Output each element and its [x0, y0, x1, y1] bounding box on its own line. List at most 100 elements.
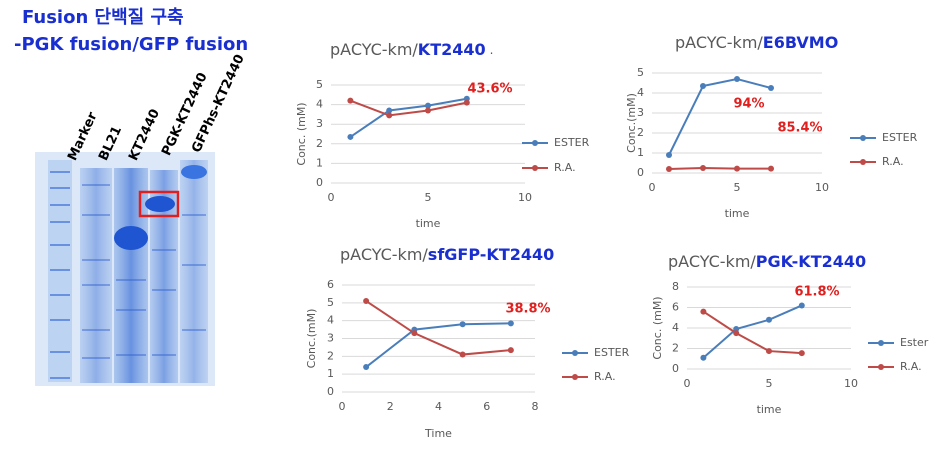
header-subtitle: -PGK fusion/GFP fusion: [14, 34, 248, 55]
y-tick-label: 2: [637, 126, 644, 139]
chart: pACYC-km/KT2440. 0 1 2 3 4 5 0 5 10 Conc. (mM) time…: [295, 40, 590, 231]
y-tick-label: 1: [316, 156, 323, 169]
x-axis-label: time: [725, 207, 750, 220]
data-point: [463, 99, 470, 106]
y-tick-label: 3: [637, 106, 644, 119]
x-tick-label: 10: [844, 377, 858, 390]
x-tick-label: 0: [328, 191, 335, 204]
chart: pACYC-km/sfGFP-KT2440 0 1 2 3 4 5 6 0 2 4 6 8 Conc.(m…: [305, 245, 630, 441]
y-tick-label: 2: [316, 137, 323, 150]
y-tick-label: 6: [672, 301, 679, 314]
data-point: [733, 330, 740, 337]
x-tick-label: 2: [387, 400, 394, 413]
legend-marker: [878, 340, 884, 346]
annotation: 61.8%: [794, 285, 839, 300]
y-axis-label: Conc. (mM): [651, 296, 664, 359]
sample-bands: [82, 184, 206, 359]
x-tick-label: 5: [734, 181, 741, 194]
data-point: [363, 364, 370, 371]
y-tick-label: 4: [316, 98, 323, 111]
annotation: 94%: [733, 97, 764, 112]
chart-title: pACYC-km/PGK-KT2440: [668, 252, 866, 271]
series-line: [350, 99, 467, 117]
data-point: [425, 107, 431, 114]
data-point: [425, 102, 431, 109]
x-tick-label: 0: [684, 377, 691, 390]
title-name: KT2440: [418, 40, 486, 59]
data-point: [459, 321, 466, 328]
data-point: [734, 165, 740, 172]
data-point: [386, 107, 393, 114]
gel-lane: [114, 168, 148, 383]
annotation: 43.6%: [467, 82, 512, 97]
y-axis-label: Conc.(mM): [625, 93, 638, 153]
y-tick-label: 3: [327, 332, 334, 345]
data-point: [798, 302, 805, 309]
gel-lane: [180, 160, 208, 383]
series-line: [349, 97, 467, 138]
marker-bands: [50, 171, 70, 379]
series-line: [668, 77, 772, 156]
legend-marker: [572, 374, 578, 380]
legend-label: ESTER: [594, 346, 630, 359]
data-point: [700, 354, 707, 361]
data-point: [700, 83, 706, 89]
x-tick-label: 10: [518, 191, 532, 204]
legend-marker: [532, 165, 538, 171]
title-name: sfGFP-KT2440: [428, 245, 554, 264]
data-point: [386, 112, 393, 119]
annotation: 85.4%: [777, 121, 822, 136]
data-point: [459, 351, 466, 358]
legend-label: ESTER: [882, 131, 918, 144]
gel-band: [145, 196, 175, 212]
legend-label: ESTER: [554, 136, 590, 149]
chart-title: pACYC-km/sfGFP-KT2440: [340, 245, 554, 264]
data-point: [411, 330, 418, 337]
title-name: PGK-KT2440: [756, 252, 866, 271]
data-point: [507, 347, 514, 354]
title-prefix: pACYC-km/: [330, 40, 418, 59]
data-point: [700, 165, 706, 171]
x-tick-label: 0: [649, 181, 656, 194]
y-tick-label: 2: [327, 349, 334, 362]
highlight-box: [138, 190, 180, 218]
gel-lane: [80, 168, 112, 383]
data-point: [666, 152, 672, 158]
y-tick-label: 8: [672, 280, 679, 293]
y-tick-label: 3: [316, 117, 323, 130]
series-line: [365, 300, 511, 356]
legend-marker: [878, 364, 884, 370]
data-point: [733, 326, 740, 333]
series-line: [365, 322, 511, 368]
y-tick-label: 0: [316, 176, 323, 189]
legend-marker: [860, 135, 866, 141]
x-tick-label: 5: [425, 191, 432, 204]
legend-marker: [860, 159, 866, 165]
x-tick-label: 6: [483, 400, 490, 413]
y-axis-label: Conc.(mM): [305, 309, 318, 369]
title-prefix: pACYC-km/: [340, 245, 428, 264]
gel-band: [114, 226, 148, 250]
x-axis-label: Time: [424, 427, 452, 440]
y-tick-label: 5: [327, 296, 334, 309]
annotation: 38.8%: [505, 302, 550, 317]
data-point: [507, 320, 514, 327]
chart-title: pACYC-km/KT2440.: [330, 40, 493, 59]
y-tick-label: 1: [327, 367, 334, 380]
series-line: [668, 166, 771, 170]
data-point: [363, 298, 370, 305]
gel-image: Marker BL21 KT2440 PGK-KT2440 GFPhs-KT24…: [35, 52, 248, 386]
legend-label: R.A.: [554, 161, 576, 174]
legend-label: Ester: [900, 336, 929, 349]
chart: pACYC-km/E6BVMO 0 1 2 3 4 5 0 5 10 Conc.(mM) time ES…: [625, 33, 918, 221]
y-tick-label: 4: [327, 314, 334, 327]
y-tick-label: 1: [637, 146, 644, 159]
series-line: [702, 304, 803, 359]
x-tick-label: 5: [766, 377, 773, 390]
x-tick-label: 0: [339, 400, 346, 413]
x-tick-label: 4: [435, 400, 442, 413]
title-suffix: .: [490, 43, 494, 57]
legend-label: R.A.: [900, 360, 922, 373]
y-tick-label: 4: [637, 86, 644, 99]
x-tick-label: 10: [815, 181, 829, 194]
